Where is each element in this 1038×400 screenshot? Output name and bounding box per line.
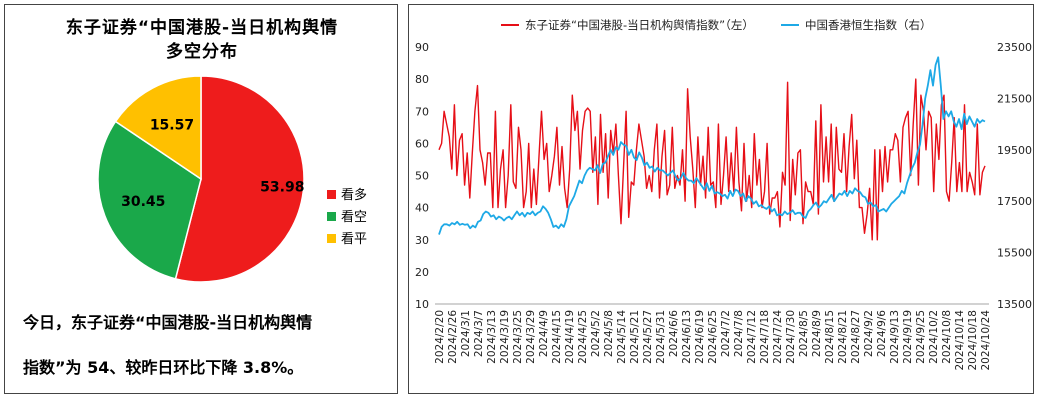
x-axis-tick-34: 2024/9/6 (876, 310, 888, 357)
legend-label-1: 看空 (341, 209, 367, 225)
x-axis-tick-35: 2024/9/13 (889, 310, 901, 364)
x-axis-tick-16: 2024/5/27 (642, 310, 654, 364)
x-axis-tick-3: 2024/3/7 (473, 310, 485, 357)
left-axis-tick-4: 50 (415, 170, 429, 183)
x-axis-tick-11: 2024/4/25 (577, 310, 589, 364)
left-axis-tick-7: 80 (415, 73, 429, 86)
x-axis-tick-19: 2024/6/13 (681, 310, 693, 364)
pie-slice-1 (97, 120, 202, 280)
x-axis-tick-38: 2024/10/2 (928, 310, 940, 364)
x-axis-tick-31: 2024/8/21 (837, 310, 849, 364)
series-line-0 (438, 78, 986, 241)
left-axis-tick-2: 30 (415, 234, 429, 247)
line-panel: 10 20 30 40 50 60 70 80 90 13500 15500 17500 19500 21… (408, 4, 1034, 394)
x-axis-tick-9: 2024/4/15 (551, 310, 563, 364)
x-axis-tick-6: 2024/3/25 (512, 310, 524, 364)
right-axis-tick-1: 15500 (997, 247, 1032, 260)
left-axis-tick-1: 20 (415, 266, 429, 279)
legend-label-2: 看平 (341, 231, 367, 247)
line-chart: 10 20 30 40 50 60 70 80 90 13500 15500 17500 19500 21… (415, 18, 1032, 371)
x-axis-tick-5: 2024/3/19 (499, 310, 511, 364)
x-axis-tick-12: 2024/5/2 (590, 310, 602, 357)
x-axis-tick-33: 2024/9/2 (863, 310, 875, 357)
x-axis-tick-29: 2024/8/9 (811, 310, 823, 357)
left-axis-tick-3: 40 (415, 202, 429, 215)
x-axis-tick-36: 2024/9/19 (902, 310, 914, 364)
pie-panel: 东子证券“中国港股-当日机构舆情 多空分布 53.98 30.45 15.57 看多看… (4, 4, 398, 394)
x-axis-tick-32: 2024/8/27 (850, 310, 862, 364)
x-axis-tick-26: 2024/7/24 (772, 310, 784, 364)
x-axis-tick-1: 2024/2/26 (447, 310, 459, 364)
left-axis-tick-0: 10 (415, 298, 429, 311)
x-axis-tick-7: 2024/3/29 (525, 310, 537, 364)
pie-title-line1: 东子证券“中国港股-当日机构舆情 (65, 18, 339, 38)
legend-swatch-0 (327, 190, 336, 199)
pie-value-label-0: 53.98 (260, 180, 304, 196)
summary-line1: 今日，东子证券“中国港股-当日机构舆情 (23, 313, 313, 332)
x-axis-tick-30: 2024/8/15 (824, 310, 836, 364)
pie-title-line2: 多空分布 (166, 42, 238, 62)
series-line-1 (438, 56, 986, 235)
legend-text-0: 东子证券“中国港股-当日机构舆情指数”（左） (525, 18, 754, 32)
x-axis-tick-10: 2024/4/19 (564, 310, 576, 364)
x-axis-tick-25: 2024/7/18 (759, 310, 771, 364)
left-axis-tick-5: 60 (415, 137, 429, 150)
pie-value-label-2: 15.57 (150, 117, 194, 133)
summary-line2: 指数”为 54、较昨日环比下降 3.8%。 (23, 358, 304, 377)
right-axis-tick-3: 19500 (997, 144, 1032, 157)
x-axis-tick-14: 2024/5/14 (616, 310, 628, 364)
x-axis-tick-41: 2024/10/18 (967, 310, 979, 371)
x-axis-tick-13: 2024/5/8 (603, 310, 615, 357)
x-axis-tick-4: 2024/3/13 (486, 310, 498, 364)
legend-text-1: 中国香港恒生指数（右） (805, 18, 932, 32)
right-axis-tick-2: 17500 (997, 195, 1032, 208)
right-axis-tick-0: 13500 (997, 298, 1032, 311)
x-axis-tick-17: 2024/5/31 (655, 310, 667, 364)
pie-value-label-1: 30.45 (121, 194, 165, 210)
x-axis-tick-15: 2024/5/21 (629, 310, 641, 364)
x-axis-tick-24: 2024/7/12 (746, 310, 758, 364)
legend-label-0: 看多 (341, 187, 367, 203)
x-axis-tick-18: 2024/6/6 (668, 310, 680, 357)
left-axis-tick-6: 70 (415, 105, 429, 118)
x-axis-tick-0: 2024/2/20 (434, 310, 446, 364)
x-axis-tick-23: 2024/7/8 (733, 310, 745, 357)
right-axis-tick-5: 23500 (997, 41, 1032, 54)
x-axis-tick-37: 2024/9/25 (915, 310, 927, 364)
x-axis-tick-20: 2024/6/19 (694, 310, 706, 364)
left-axis-tick-8: 90 (415, 41, 429, 54)
legend-swatch-1 (327, 212, 336, 221)
pie-slice-0 (174, 75, 305, 283)
x-axis-tick-8: 2024/4/9 (538, 310, 550, 357)
x-axis-tick-27: 2024/7/30 (785, 310, 797, 364)
x-axis-tick-40: 2024/10/14 (954, 310, 966, 371)
x-axis-tick-21: 2024/6/25 (707, 310, 719, 364)
x-axis-tick-39: 2024/10/8 (941, 310, 953, 364)
x-axis-tick-2: 2024/3/1 (460, 310, 472, 357)
x-axis-tick-28: 2024/8/5 (798, 310, 810, 357)
pie-slice-2 (114, 75, 202, 181)
legend-swatch-2 (327, 234, 336, 243)
right-axis-tick-4: 21500 (997, 92, 1032, 105)
x-axis-tick-22: 2024/7/2 (720, 310, 732, 357)
x-axis-tick-42: 2024/10/24 (980, 310, 992, 371)
